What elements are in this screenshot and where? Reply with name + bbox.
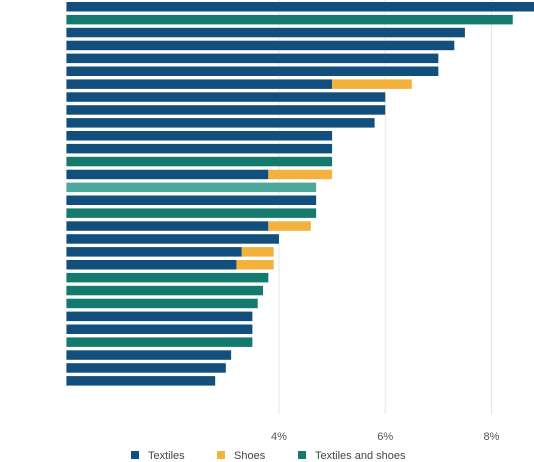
legend-item: Textiles and shoes <box>298 450 406 462</box>
bar-segment-textiles <box>66 195 317 205</box>
legend: Textiles Shoes Textiles and shoes <box>131 450 406 462</box>
bar-segment-textiles <box>66 105 386 115</box>
bar-segment-textiles-and-shoes <box>66 272 269 283</box>
bar-segment-textiles <box>66 79 333 89</box>
x-axis-ticks: 4% 6% 8% <box>271 431 500 443</box>
bar-segment-textiles <box>66 40 455 51</box>
bar-segment-textiles <box>66 221 269 231</box>
bar-segment-textiles <box>66 363 226 373</box>
x-tick-label: 6% <box>377 431 393 443</box>
legend-swatch <box>217 451 225 459</box>
bar-segment-shoes <box>241 247 274 257</box>
bar-segment-textiles <box>66 350 232 360</box>
bar-segment-textiles <box>66 92 386 102</box>
legend-swatch <box>131 451 139 459</box>
legend-label: Shoes <box>234 450 266 462</box>
bar-segment-textiles <box>66 66 439 76</box>
bar-segment-textiles-and-shoes <box>66 337 253 347</box>
bar-segment-textiles <box>66 53 439 64</box>
bar-segment-textiles-and-shoes <box>66 156 333 167</box>
bar-segment-textiles <box>66 118 375 128</box>
bar-segment-shoes <box>332 79 412 89</box>
bar-segment-shoes <box>268 169 333 180</box>
bar-segment-textiles <box>66 143 333 154</box>
bar-segment-textiles <box>66 169 269 180</box>
x-tick-label: 4% <box>271 431 287 443</box>
bars <box>66 2 534 386</box>
bar-segment-textiles <box>66 2 534 12</box>
legend-label: Textiles and shoes <box>315 450 406 462</box>
x-tick-label: 8% <box>484 431 500 443</box>
bar-segment-textiles <box>66 131 333 141</box>
bar-segment-textiles <box>66 27 465 38</box>
bar-segment-textiles <box>66 234 279 244</box>
bar-segment-textiles-and-shoes <box>66 208 317 218</box>
legend-item: Textiles <box>131 450 185 462</box>
legend-item: Shoes <box>217 450 266 462</box>
bar-segment-textiles <box>66 247 242 257</box>
bar-segment-textiles <box>66 311 253 322</box>
legend-swatch <box>298 451 306 459</box>
bar-segment-textiles <box>66 376 216 386</box>
bar-segment-textiles-and-shoes <box>66 14 513 25</box>
bar-segment-shoes <box>268 221 311 231</box>
bar-segment-textiles <box>66 260 237 270</box>
bar-segment-textiles <box>66 324 253 334</box>
bar-segment-textiles-and-shoes <box>66 298 258 309</box>
bar-segment-shoes <box>236 260 274 270</box>
bar-segment-textiles-and-shoes <box>66 285 264 296</box>
legend-label: Textiles <box>148 450 185 462</box>
bar-segment-textiles-and-shoes <box>66 182 317 193</box>
